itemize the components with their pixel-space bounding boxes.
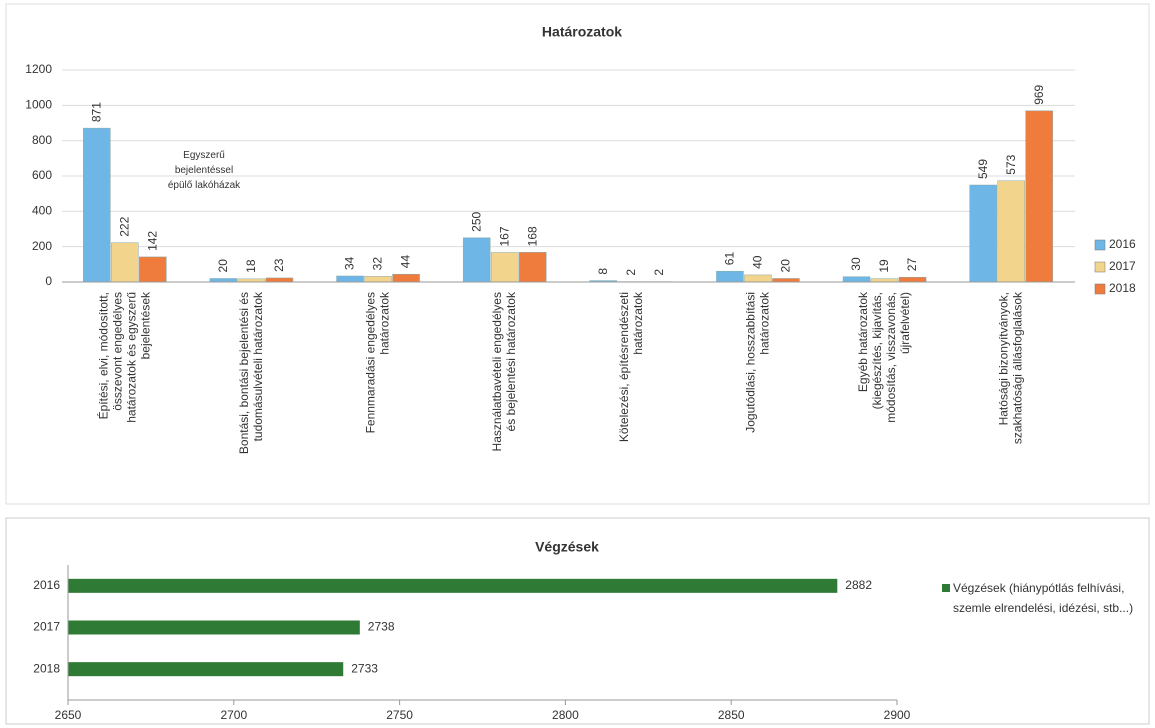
data-label: 2733 bbox=[351, 661, 378, 675]
legend-label: 2018 bbox=[1109, 281, 1136, 295]
data-label: 23 bbox=[272, 258, 286, 272]
y-tick-label: 1200 bbox=[25, 62, 52, 76]
x-tick-label: 2650 bbox=[55, 708, 82, 722]
y-tick-label: 2018 bbox=[33, 661, 60, 675]
y-tick-label: 800 bbox=[32, 133, 52, 147]
y-tick-label: 0 bbox=[45, 274, 52, 288]
bar bbox=[744, 274, 772, 283]
x-tick-label: Használatbavételi engedélyesés bejelenté… bbox=[490, 291, 518, 451]
x-tick-label: Egyéb határozatok(kiegészítés, kijavítás… bbox=[856, 291, 912, 423]
bar bbox=[68, 662, 344, 677]
x-tick-label: 2750 bbox=[386, 708, 413, 722]
bar bbox=[772, 278, 800, 283]
bar bbox=[518, 252, 547, 283]
bar bbox=[68, 578, 838, 593]
data-label: 871 bbox=[89, 102, 103, 122]
data-label: 573 bbox=[1004, 154, 1018, 174]
x-tick-label: Bontási, bontási bejelentési éstudomásul… bbox=[237, 291, 265, 454]
y-tick-label: 400 bbox=[32, 204, 52, 218]
x-tick-label: Építési, elvi, módosított,összevont enge… bbox=[95, 291, 152, 423]
y-tick-label: 2016 bbox=[33, 578, 60, 592]
y-tick-label: 2017 bbox=[33, 620, 60, 634]
legend-swatch bbox=[1094, 283, 1106, 295]
data-label: 250 bbox=[469, 211, 483, 231]
data-label: 142 bbox=[145, 231, 159, 251]
data-label: 44 bbox=[399, 255, 413, 269]
data-label: 18 bbox=[244, 259, 258, 273]
data-label: 40 bbox=[751, 255, 765, 269]
legend-swatch bbox=[1094, 239, 1106, 251]
y-tick-label: 200 bbox=[32, 239, 52, 253]
data-label: 2 bbox=[652, 269, 666, 276]
bar bbox=[490, 252, 519, 283]
data-label: 167 bbox=[497, 226, 511, 246]
chart-title: Határozatok bbox=[542, 24, 622, 40]
bar bbox=[139, 256, 167, 283]
data-label: 20 bbox=[779, 259, 793, 273]
legend-label: 2016 bbox=[1109, 237, 1136, 251]
data-label: 969 bbox=[1032, 84, 1046, 104]
bar bbox=[392, 273, 420, 283]
legend-label: 2017 bbox=[1109, 259, 1136, 273]
x-tick-label: 2700 bbox=[220, 708, 247, 722]
bar bbox=[209, 278, 238, 283]
bar bbox=[111, 242, 139, 283]
x-tick-label: Hatósági bizonyítványok,szakhatósági áll… bbox=[997, 291, 1025, 444]
data-label: 222 bbox=[117, 216, 131, 236]
data-label: 32 bbox=[371, 257, 385, 271]
x-tick-label: Kötelezési, építésrendészetihatározatok bbox=[617, 291, 645, 442]
data-label: 2738 bbox=[368, 620, 395, 634]
bar bbox=[336, 275, 364, 283]
legend-swatch bbox=[942, 584, 950, 592]
x-tick-label: 2850 bbox=[718, 708, 745, 722]
bar bbox=[898, 276, 927, 283]
data-label: 30 bbox=[849, 257, 863, 271]
frame bbox=[5, 3, 1150, 505]
data-label: 61 bbox=[723, 252, 737, 266]
x-tick-label: 2800 bbox=[552, 708, 579, 722]
data-label: 34 bbox=[343, 256, 357, 270]
legend: Végzések (hiánypótlás felhívási, szemle … bbox=[953, 581, 1134, 615]
data-label: 2882 bbox=[845, 578, 872, 592]
bar bbox=[1025, 110, 1053, 283]
data-label: 27 bbox=[905, 258, 919, 272]
bar bbox=[83, 127, 111, 283]
bar bbox=[969, 184, 997, 283]
x-tick-label: 2900 bbox=[884, 708, 911, 722]
legend-swatch bbox=[1094, 261, 1106, 273]
y-tick-label: 600 bbox=[32, 168, 52, 182]
bar bbox=[265, 277, 294, 283]
legend-label: Végzések (hiánypótlás felhívási, szemle … bbox=[953, 581, 1134, 615]
bar bbox=[870, 278, 899, 283]
data-label: 8 bbox=[596, 268, 610, 275]
annotation: Egyszerű bejelentéssel épülő lakóházak bbox=[168, 150, 241, 191]
data-label: 19 bbox=[877, 259, 891, 273]
bar bbox=[842, 276, 871, 283]
data-label: 2 bbox=[624, 269, 638, 276]
frame bbox=[5, 517, 1150, 725]
data-label: 168 bbox=[525, 226, 539, 246]
x-tick-label: Jogutódlási, hosszabbításihatározatok bbox=[744, 291, 772, 433]
bar bbox=[68, 620, 360, 635]
chart-title: Végzések bbox=[535, 539, 599, 555]
x-tick-label: Fennmaradási engedélyeshatározatok bbox=[364, 291, 392, 433]
bar bbox=[997, 180, 1025, 283]
y-tick-label: 1000 bbox=[25, 98, 52, 112]
data-label: 549 bbox=[976, 159, 990, 179]
data-label: 20 bbox=[216, 259, 230, 273]
bar bbox=[364, 276, 392, 283]
bar bbox=[462, 237, 491, 283]
bar bbox=[716, 270, 744, 283]
